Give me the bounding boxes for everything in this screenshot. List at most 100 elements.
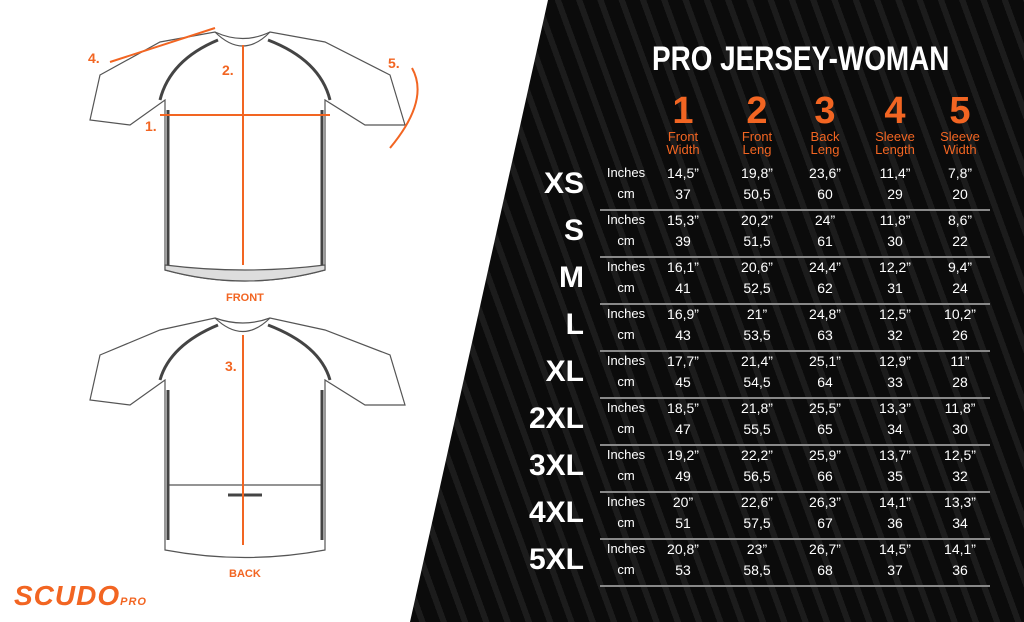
cm-value: 34 (887, 421, 903, 437)
cm-value: 64 (817, 374, 833, 390)
cm-value: 61 (817, 233, 833, 249)
row-divider (600, 397, 990, 399)
cm-value: 65 (817, 421, 833, 437)
inch-value: 26,7” (809, 541, 841, 557)
cm-value: 55,5 (743, 421, 771, 437)
cm-value: 31 (887, 280, 903, 296)
unit-inches: Inches (606, 400, 646, 415)
inch-value: 11,8” (879, 212, 911, 228)
inch-value: 7,8” (947, 165, 973, 181)
column-number: 1 (672, 90, 694, 132)
column-label: Sleeve Length (875, 129, 915, 157)
cm-value: 66 (817, 468, 833, 484)
cm-value: 49 (675, 468, 691, 484)
inch-value: 21” (746, 306, 768, 322)
cm-value: 51,5 (743, 233, 771, 249)
inch-value: 11,4” (879, 165, 911, 181)
cm-value: 33 (887, 374, 903, 390)
inch-value: 12,2” (879, 259, 911, 275)
unit-inches: Inches (606, 212, 646, 227)
unit-inches: Inches (606, 494, 646, 509)
row-divider (600, 444, 990, 446)
inch-value: 14,1” (879, 494, 911, 510)
back-label: BACK (229, 568, 261, 580)
inch-value: 14,1” (944, 541, 976, 557)
unit-inches: Inches (606, 165, 646, 180)
front-jersey (89, 31, 406, 282)
cm-value: 53,5 (743, 327, 771, 343)
cm-value: 60 (817, 186, 833, 202)
size-label: 2XL (528, 402, 584, 435)
size-label: 3XL (528, 449, 584, 482)
cm-value: 57,5 (743, 515, 771, 531)
marker-5: 5. (388, 55, 400, 71)
inch-value: 23” (746, 541, 768, 557)
cm-value: 51 (675, 515, 691, 531)
front-label: FRONT (226, 292, 264, 304)
cm-value: 39 (675, 233, 691, 249)
cm-value: 53 (675, 562, 691, 578)
cm-value: 30 (952, 421, 968, 437)
inch-value: 25,1” (809, 353, 841, 369)
inch-value: 21,4” (741, 353, 773, 369)
inch-value: 22,2” (741, 447, 773, 463)
inch-value: 20,2” (741, 212, 773, 228)
unit-inches: Inches (606, 259, 646, 274)
unit-inches: Inches (606, 306, 646, 321)
page-title: PRO JERSEY-WOMAN (652, 40, 950, 78)
column-number: 5 (949, 90, 971, 132)
inch-value: 11,8” (944, 400, 976, 416)
column-label: Front Width (666, 129, 700, 157)
inch-value: 24” (814, 212, 836, 228)
row-divider (600, 350, 990, 352)
unit-inches: Inches (606, 447, 646, 462)
cm-value: 41 (675, 280, 691, 296)
row-divider (600, 303, 990, 305)
column-number: 4 (884, 90, 906, 132)
size-label: 4XL (528, 496, 584, 529)
cm-value: 30 (887, 233, 903, 249)
inch-value: 19,2” (667, 447, 699, 463)
inch-value: 10,2” (944, 306, 976, 322)
cm-value: 32 (887, 327, 903, 343)
row-divider (600, 209, 990, 211)
scudo-logo: SCUDOPRO (14, 580, 147, 611)
cm-value: 56,5 (743, 468, 771, 484)
unit-cm: cm (617, 468, 635, 483)
inch-value: 26,3” (809, 494, 841, 510)
unit-cm: cm (617, 233, 635, 248)
column-header: 1 Front Width (648, 92, 718, 156)
column-header: 2 Front Leng (722, 92, 792, 156)
inch-value: 24,4” (809, 259, 841, 275)
inch-value: 11” (950, 353, 970, 369)
row-divider (600, 538, 990, 540)
column-number: 2 (746, 90, 768, 132)
column-number: 3 (814, 90, 836, 132)
unit-cm: cm (617, 280, 635, 295)
inch-value: 12,5” (944, 447, 976, 463)
marker-4: 4. (88, 50, 100, 66)
marker-2: 2. (222, 62, 234, 78)
cm-value: 36 (952, 562, 968, 578)
inch-value: 13,3” (944, 494, 976, 510)
cm-value: 63 (817, 327, 833, 343)
cm-value: 58,5 (743, 562, 771, 578)
cm-value: 43 (675, 327, 691, 343)
cm-value: 47 (675, 421, 691, 437)
inch-value: 12,9” (879, 353, 911, 369)
measurement-arrows (109, 27, 419, 545)
size-label: XL (545, 355, 584, 388)
inch-value: 20,6” (741, 259, 773, 275)
inch-value: 12,5” (879, 306, 911, 322)
inch-value: 9,4” (947, 259, 973, 275)
inch-value: 8,6” (947, 212, 973, 228)
inch-value: 25,9” (809, 447, 841, 463)
cm-value: 68 (817, 562, 833, 578)
unit-inches: Inches (606, 541, 646, 556)
unit-inches: Inches (606, 353, 646, 368)
back-jersey (89, 317, 406, 559)
unit-cm: cm (617, 186, 635, 201)
inch-value: 18,5” (667, 400, 699, 416)
inch-value: 16,1” (667, 259, 699, 275)
inch-value: 13,7” (879, 447, 911, 463)
